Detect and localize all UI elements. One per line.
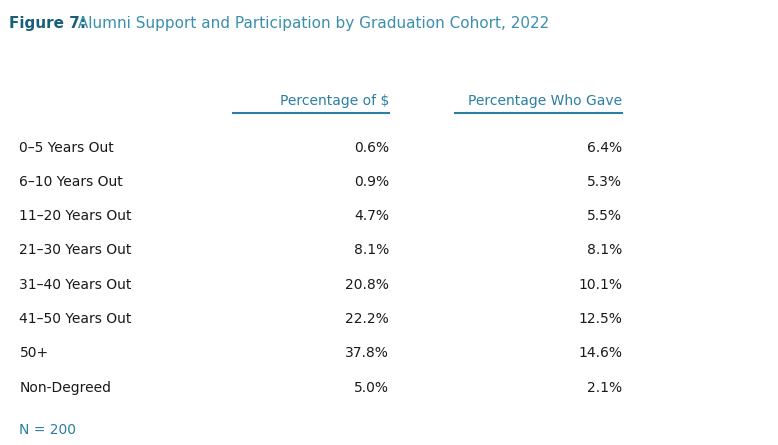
Text: 6.4%: 6.4% [587,141,622,155]
Text: 11–20 Years Out: 11–20 Years Out [19,209,132,223]
Text: 5.3%: 5.3% [587,175,622,189]
Text: N = 200: N = 200 [19,423,76,437]
Text: 50+: 50+ [19,346,48,360]
Text: 5.5%: 5.5% [587,209,622,223]
Text: 8.1%: 8.1% [354,243,389,258]
Text: 10.1%: 10.1% [578,278,622,292]
Text: 20.8%: 20.8% [345,278,389,292]
Text: 37.8%: 37.8% [345,346,389,360]
Text: Percentage of $: Percentage of $ [279,94,389,108]
Text: 22.2%: 22.2% [345,312,389,326]
Text: 5.0%: 5.0% [354,380,389,395]
Text: 0.9%: 0.9% [354,175,389,189]
Text: 31–40 Years Out: 31–40 Years Out [19,278,131,292]
Text: 2.1%: 2.1% [587,380,622,395]
Text: 4.7%: 4.7% [354,209,389,223]
Text: Percentage Who Gave: Percentage Who Gave [468,94,622,108]
Text: Alumni Support and Participation by Graduation Cohort, 2022: Alumni Support and Participation by Grad… [73,16,549,31]
Text: 41–50 Years Out: 41–50 Years Out [19,312,131,326]
Text: 12.5%: 12.5% [579,312,622,326]
Text: 0.6%: 0.6% [354,141,389,155]
Text: Non-Degreed: Non-Degreed [19,380,111,395]
Text: 0–5 Years Out: 0–5 Years Out [19,141,114,155]
Text: 6–10 Years Out: 6–10 Years Out [19,175,123,189]
Text: 21–30 Years Out: 21–30 Years Out [19,243,131,258]
Text: Figure 7:: Figure 7: [9,16,86,31]
Text: 14.6%: 14.6% [578,346,622,360]
Text: 8.1%: 8.1% [587,243,622,258]
